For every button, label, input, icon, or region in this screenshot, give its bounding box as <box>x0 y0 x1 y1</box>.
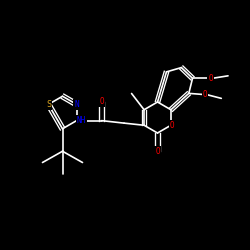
Text: O: O <box>203 90 207 99</box>
Text: O: O <box>170 121 174 130</box>
Text: O: O <box>99 97 104 106</box>
Text: N: N <box>74 100 79 109</box>
Text: O: O <box>208 74 213 83</box>
Text: O: O <box>155 146 160 156</box>
Text: NH: NH <box>76 116 86 125</box>
Text: S: S <box>46 100 51 109</box>
